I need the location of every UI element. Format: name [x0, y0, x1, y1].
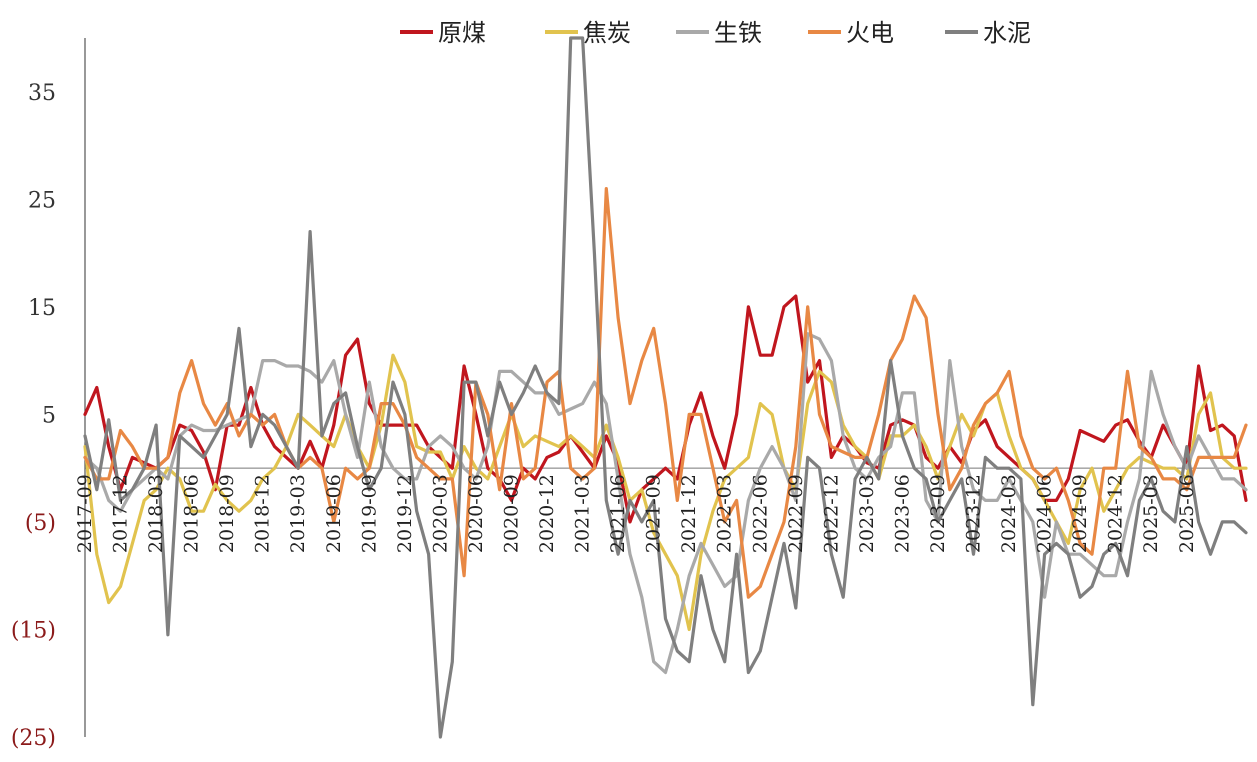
- x-axis-ticks: 2017-09 2017-12 2018-03 2018-06 2018-09 2018-…: [74, 474, 1198, 553]
- series-line-焦炭: [83, 353, 1248, 632]
- x-tick-label: 2025-06: [1176, 474, 1198, 553]
- y-tick-label: 15: [28, 296, 56, 321]
- legend-label: 水泥: [983, 19, 1031, 47]
- y-axis-ticks: 35 25 15 5 (5) (15) (25): [11, 81, 56, 751]
- x-tick-label: 2022-06: [749, 474, 771, 553]
- legend-label: 原煤: [438, 19, 486, 47]
- y-tick-label: (15): [11, 618, 56, 643]
- y-tick-label: (25): [11, 726, 56, 751]
- x-tick-label: 2023-09: [927, 474, 949, 553]
- y-tick-label: (5): [25, 511, 56, 536]
- x-tick-label: 2022-12: [820, 474, 842, 553]
- x-tick-label: 2021-06: [607, 474, 629, 553]
- x-tick-label: 2021-03: [572, 474, 594, 553]
- x-tick-label: 2021-12: [678, 474, 700, 553]
- x-tick-label: 2017-09: [74, 474, 96, 553]
- y-tick-label: 5: [42, 403, 56, 428]
- x-tick-label: 2020-03: [429, 474, 451, 553]
- x-tick-label: 2019-03: [287, 474, 309, 553]
- series-line-原煤: [83, 294, 1248, 524]
- x-tick-label: 2023-03: [856, 474, 878, 553]
- x-tick-label: 2023-12: [963, 474, 985, 553]
- x-tick-label: 2017-12: [110, 474, 132, 553]
- y-tick-label: 35: [28, 81, 56, 106]
- series-lines: [83, 36, 1248, 739]
- x-tick-label: 2019-09: [358, 474, 380, 553]
- x-tick-label: 2021-09: [643, 474, 665, 553]
- x-tick-label: 2018-12: [252, 474, 274, 553]
- x-tick-label: 2020-09: [500, 474, 522, 553]
- x-tick-label: 2024-12: [1105, 474, 1127, 553]
- x-tick-label: 2018-09: [216, 474, 238, 553]
- x-tick-label: 2022-03: [714, 474, 736, 553]
- series-line-水泥: [83, 36, 1248, 739]
- x-tick-label: 2020-12: [536, 474, 558, 553]
- series-line-火电: [83, 187, 1248, 599]
- x-tick-label: 2024-09: [1069, 474, 1091, 553]
- x-tick-label: 2018-03: [145, 474, 167, 553]
- x-tick-label: 2023-06: [891, 474, 913, 553]
- x-tick-label: 2022-09: [785, 474, 807, 553]
- legend-label: 焦炭: [583, 19, 631, 47]
- x-tick-label: 2024-03: [998, 474, 1020, 553]
- x-tick-label: 2018-06: [181, 474, 203, 553]
- legend-label: 生铁: [714, 19, 762, 47]
- x-tick-label: 2020-06: [465, 474, 487, 553]
- x-tick-label: 2019-06: [323, 474, 345, 553]
- x-tick-label: 2019-12: [394, 474, 416, 553]
- legend-label: 火电: [846, 19, 894, 47]
- y-tick-label: 25: [28, 188, 56, 213]
- x-tick-label: 2025-03: [1140, 474, 1162, 553]
- legend: 原煤 焦炭 生铁 火电 水泥: [400, 19, 1031, 47]
- x-tick-label: 2024-06: [1034, 474, 1056, 553]
